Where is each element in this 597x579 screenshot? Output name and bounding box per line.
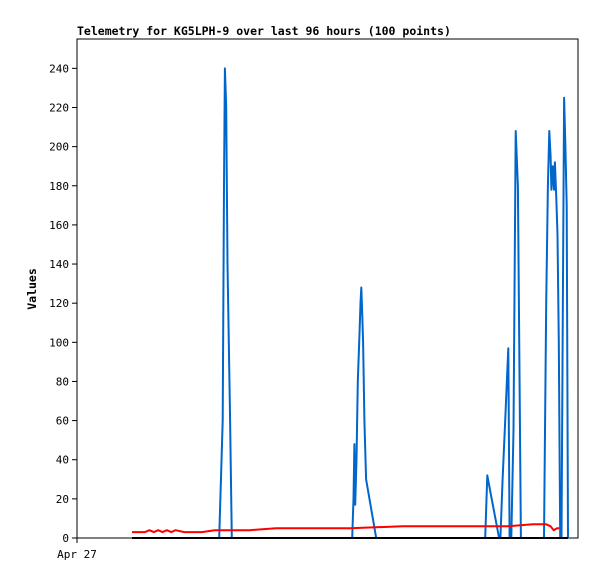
y-tick-label: 120 [49, 297, 69, 310]
chart-title: Telemetry for KG5LPH-9 over last 96 hour… [77, 24, 451, 38]
x-axis: Apr 27 [57, 538, 97, 561]
y-tick-label: 0 [62, 532, 69, 545]
series-line-1 [218, 67, 569, 539]
y-tick-label: 80 [56, 375, 69, 388]
y-tick-label: 100 [49, 336, 69, 349]
y-tick-label: 200 [49, 141, 69, 154]
y-tick-label: 40 [56, 454, 69, 467]
y-tick-label: 220 [49, 101, 69, 114]
y-axis-label: Values [25, 268, 39, 310]
y-axis: 0 20 40 60 80 100 120 140 160 180 200 220 240 [49, 62, 77, 545]
series-group [132, 67, 569, 539]
y-tick-label: 180 [49, 180, 69, 193]
x-tick-label: Apr 27 [57, 548, 97, 561]
y-tick-label: 60 [56, 415, 69, 428]
y-tick-label: 240 [49, 62, 69, 75]
y-tick-label: 160 [49, 219, 69, 232]
series-line-2 [132, 523, 560, 534]
y-tick-label: 140 [49, 258, 69, 271]
y-tick-label: 20 [56, 493, 69, 506]
